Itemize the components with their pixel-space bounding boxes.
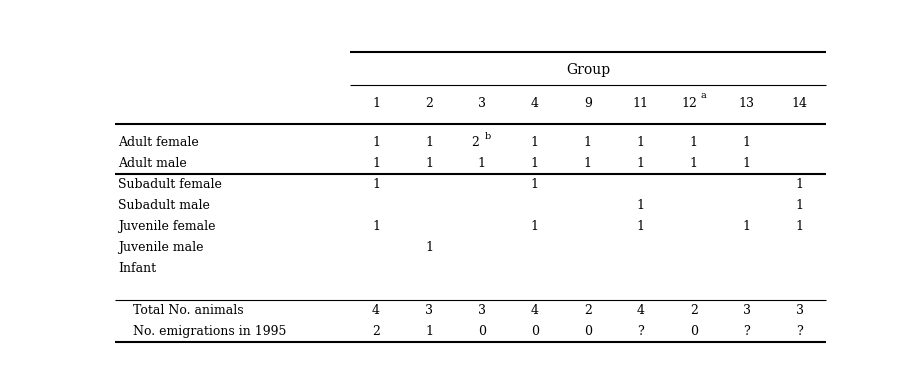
Text: 1: 1 xyxy=(425,325,433,338)
Text: 2: 2 xyxy=(425,97,433,110)
Text: 3: 3 xyxy=(796,304,804,317)
Text: 2: 2 xyxy=(689,304,698,317)
Text: a: a xyxy=(700,91,706,100)
Text: 1: 1 xyxy=(743,157,751,170)
Text: 1: 1 xyxy=(796,178,804,191)
Text: 3: 3 xyxy=(478,304,486,317)
Text: 1: 1 xyxy=(372,157,380,170)
Text: b: b xyxy=(486,132,491,141)
Text: 12: 12 xyxy=(682,97,698,110)
Text: 1: 1 xyxy=(796,220,804,233)
Text: 1: 1 xyxy=(425,136,433,149)
Text: 1: 1 xyxy=(689,136,698,149)
Text: 4: 4 xyxy=(637,304,644,317)
Text: Juvenile male: Juvenile male xyxy=(118,241,204,254)
Text: No. emigrations in 1995: No. emigrations in 1995 xyxy=(132,325,285,338)
Text: 2: 2 xyxy=(372,325,380,338)
Text: 1: 1 xyxy=(743,220,751,233)
Text: 1: 1 xyxy=(372,97,380,110)
Text: 0: 0 xyxy=(584,325,592,338)
Text: 0: 0 xyxy=(531,325,539,338)
Text: 1: 1 xyxy=(743,136,751,149)
Text: ?: ? xyxy=(744,325,750,338)
Text: 1: 1 xyxy=(637,157,644,170)
Text: Adult female: Adult female xyxy=(118,136,199,149)
Text: 3: 3 xyxy=(478,97,486,110)
Text: 1: 1 xyxy=(531,178,539,191)
Text: 1: 1 xyxy=(531,136,539,149)
Text: 1: 1 xyxy=(689,157,698,170)
Text: 0: 0 xyxy=(478,325,486,338)
Text: Infant: Infant xyxy=(118,262,156,275)
Text: 0: 0 xyxy=(689,325,698,338)
Text: 1: 1 xyxy=(425,157,433,170)
Text: Total No. animals: Total No. animals xyxy=(132,304,243,317)
Text: 1: 1 xyxy=(372,136,380,149)
Text: 4: 4 xyxy=(372,304,380,317)
Text: Subadult male: Subadult male xyxy=(118,199,210,212)
Text: 1: 1 xyxy=(372,220,380,233)
Text: 1: 1 xyxy=(637,220,644,233)
Text: 4: 4 xyxy=(531,97,539,110)
Text: 1: 1 xyxy=(531,220,539,233)
Text: 1: 1 xyxy=(425,241,433,254)
Text: Juvenile female: Juvenile female xyxy=(118,220,216,233)
Text: 1: 1 xyxy=(796,199,804,212)
Text: 1: 1 xyxy=(637,136,644,149)
Text: 11: 11 xyxy=(633,97,649,110)
Text: 14: 14 xyxy=(791,97,808,110)
Text: 3: 3 xyxy=(425,304,433,317)
Text: 1: 1 xyxy=(372,178,380,191)
Text: Group: Group xyxy=(565,63,610,77)
Text: 1: 1 xyxy=(637,199,644,212)
Text: ?: ? xyxy=(637,325,644,338)
Text: 1: 1 xyxy=(478,157,486,170)
Text: ?: ? xyxy=(796,325,803,338)
Text: 4: 4 xyxy=(531,304,539,317)
Text: 3: 3 xyxy=(743,304,751,317)
Text: Subadult female: Subadult female xyxy=(118,178,222,191)
Text: 1: 1 xyxy=(584,157,592,170)
Text: Adult male: Adult male xyxy=(118,157,187,170)
Text: 2: 2 xyxy=(472,136,479,149)
Text: 13: 13 xyxy=(739,97,755,110)
Text: 9: 9 xyxy=(584,97,592,110)
Text: 1: 1 xyxy=(584,136,592,149)
Text: 1: 1 xyxy=(531,157,539,170)
Text: 2: 2 xyxy=(584,304,592,317)
